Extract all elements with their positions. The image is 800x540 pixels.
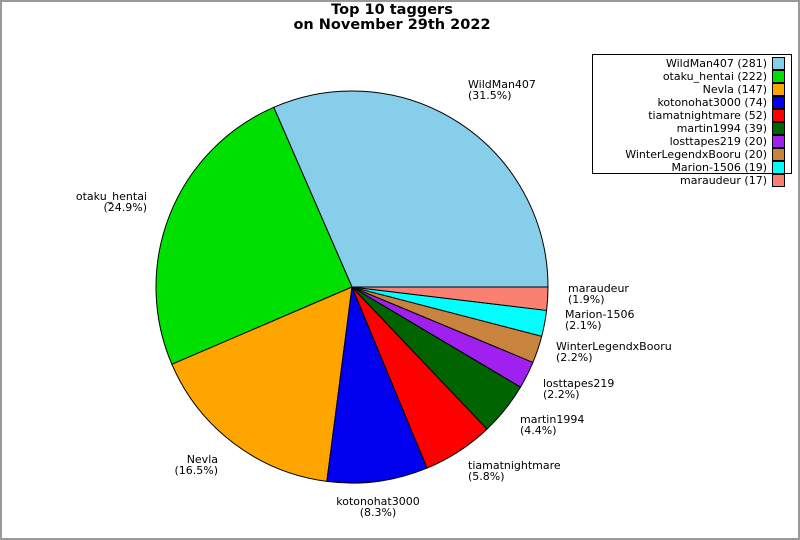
legend-color-swatch: [772, 161, 785, 174]
pie-slice-label-name: tiamatnightmare: [468, 459, 561, 472]
legend-label: losttapes219 (20): [669, 135, 767, 148]
legend-row: WildMan407 (281): [597, 57, 785, 70]
legend-color-swatch: [772, 83, 785, 96]
pie-slice-label-percent: (1.9%): [568, 292, 605, 306]
legend-row: Nevla (147): [597, 83, 785, 96]
pie-slice-label-name: Marion-1506: [565, 308, 635, 321]
legend-row: WinterLegendxBooru (20): [597, 148, 785, 161]
pie-slice-label-percent: (16.5%): [174, 463, 218, 477]
legend-label: Marion-1506 (19): [671, 161, 767, 174]
legend-color-swatch: [772, 135, 785, 148]
legend-row: losttapes219 (20): [597, 135, 785, 148]
pie-slice-nevla: [171, 286, 353, 482]
pie-slice-label-name: otaku_hentai: [75, 190, 147, 203]
legend-label: tiamatnightmare (52): [648, 109, 767, 122]
chart-title-line1: Top 10 taggers: [331, 2, 453, 18]
legend-row: Marion-1506 (19): [597, 161, 785, 174]
pie-slice-label-losttapes219: losttapes219 (2.2%): [543, 377, 615, 401]
pie-slice-label-percent: (31.5%): [468, 88, 512, 102]
pie-slice-label-wildman407: WildMan407 (31.5%): [468, 78, 536, 102]
pie-slice-label-tiamatnightmare: tiamatnightmare (5.8%): [468, 459, 561, 483]
legend-label: WildMan407 (281): [665, 57, 767, 70]
pie-slice-label-martin1994: martin1994 (4.4%): [520, 413, 585, 437]
pie-slice-label-percent: (4.4%): [520, 423, 557, 437]
pie-slice-wildman407: [273, 90, 549, 288]
legend-color-swatch: [772, 122, 785, 135]
chart-title-line2: on November 29th 2022: [293, 17, 491, 33]
legend-label: maraudeur (17): [679, 174, 767, 187]
legend-color-swatch: [772, 96, 785, 109]
pie-slice-label-maraudeur: maraudeur (1.9%): [568, 282, 629, 306]
pie-slice-label-nevla: Nevla (16.5%): [174, 453, 218, 477]
pie-slice-label-kotonohat3000: kotonohat3000 (8.3%): [310, 495, 446, 519]
legend-row: kotonohat3000 (74): [597, 96, 785, 109]
pie-slice-label-percent: (2.2%): [556, 350, 593, 364]
legend-label: kotonohat3000 (74): [657, 96, 767, 109]
legend-label: WinterLegendxBooru (20): [625, 148, 767, 161]
pie-slice-label-percent: (2.2%): [543, 387, 580, 401]
pie-slice-label-name: WinterLegendxBooru: [556, 340, 672, 353]
legend-label: martin1994 (39): [676, 122, 767, 135]
legend-color-swatch: [772, 148, 785, 161]
pie-slice-label-name: losttapes219: [543, 377, 615, 390]
pie-slice-otaku-hentai: [155, 106, 353, 365]
legend-color-swatch: [772, 70, 785, 83]
chart-title: Top 10 taggers on November 29th 2022: [0, 3, 784, 33]
pie-slice-label-name: maraudeur: [568, 282, 629, 295]
pie-slice-label-winterlegendxbooru: WinterLegendxBooru (2.2%): [556, 340, 672, 364]
pie-slice-label-name: martin1994: [520, 413, 585, 426]
chart-legend: WildMan407 (281) otaku_hentai (222) Nevl…: [592, 54, 792, 187]
legend-row: otaku_hentai (222): [597, 70, 785, 83]
pie-slice-label-otaku-hentai: otaku_hentai (24.9%): [75, 190, 147, 214]
legend-color-swatch: [772, 57, 785, 70]
legend-row: martin1994 (39): [597, 122, 785, 135]
pie-slice-label-percent: (24.9%): [103, 200, 147, 214]
pie-slice-kotonohat3000: [326, 286, 428, 484]
legend-color-swatch: [772, 109, 785, 122]
legend-row: maraudeur (17): [597, 174, 785, 187]
pie-slice-label-name: Nevla: [186, 453, 218, 466]
pie-slice-label-name: WildMan407: [468, 78, 536, 91]
legend-color-swatch: [772, 174, 785, 187]
pie-slice-label-marion-1506: Marion-1506 (2.1%): [565, 308, 635, 332]
pie-slice-label-percent: (8.3%): [359, 505, 397, 519]
pie-slice-label-name: kotonohat3000: [336, 495, 420, 508]
pie-slice-label-percent: (5.8%): [468, 469, 505, 483]
pie-slice-maraudeur: [351, 286, 549, 311]
legend-row: tiamatnightmare (52): [597, 109, 785, 122]
legend-label: Nevla (147): [702, 83, 767, 96]
legend-label: otaku_hentai (222): [662, 70, 767, 83]
pie-slice-label-percent: (2.1%): [565, 318, 602, 332]
